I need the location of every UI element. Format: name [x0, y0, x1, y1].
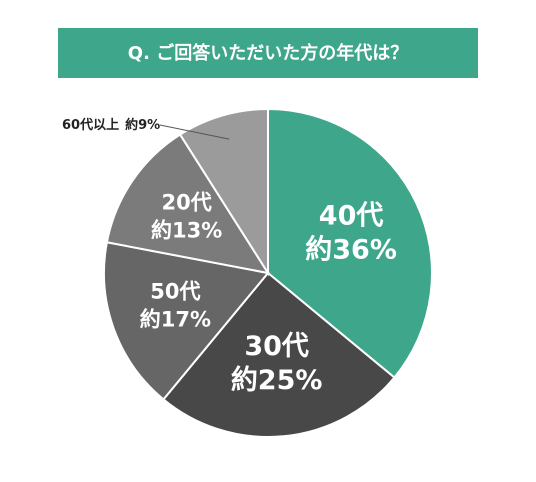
- category-label: 50代: [150, 279, 200, 303]
- value-label: 約13%: [151, 219, 222, 243]
- category-label: 60代以上: [62, 117, 119, 133]
- pie-slice: [105, 133, 271, 275]
- value-label: 約9%: [125, 117, 160, 133]
- category-label: 20代: [161, 191, 211, 215]
- pie-slice: [103, 241, 270, 401]
- pie-slice: [267, 107, 433, 379]
- value-label: 約25%: [231, 364, 323, 396]
- leader-line: [159, 124, 230, 140]
- slice-label: 60代以上 約9%: [62, 117, 160, 133]
- category-label: 40代: [319, 200, 384, 231]
- title-banner: [58, 28, 478, 78]
- chart-title: Q. ご回答いただいた方の年代は？: [128, 42, 408, 64]
- value-label: 約17%: [140, 307, 211, 331]
- value-label: 約36%: [305, 233, 397, 265]
- category-label: 30代: [244, 331, 309, 362]
- pie-slice: [162, 271, 396, 438]
- pie-slice: [178, 107, 269, 277]
